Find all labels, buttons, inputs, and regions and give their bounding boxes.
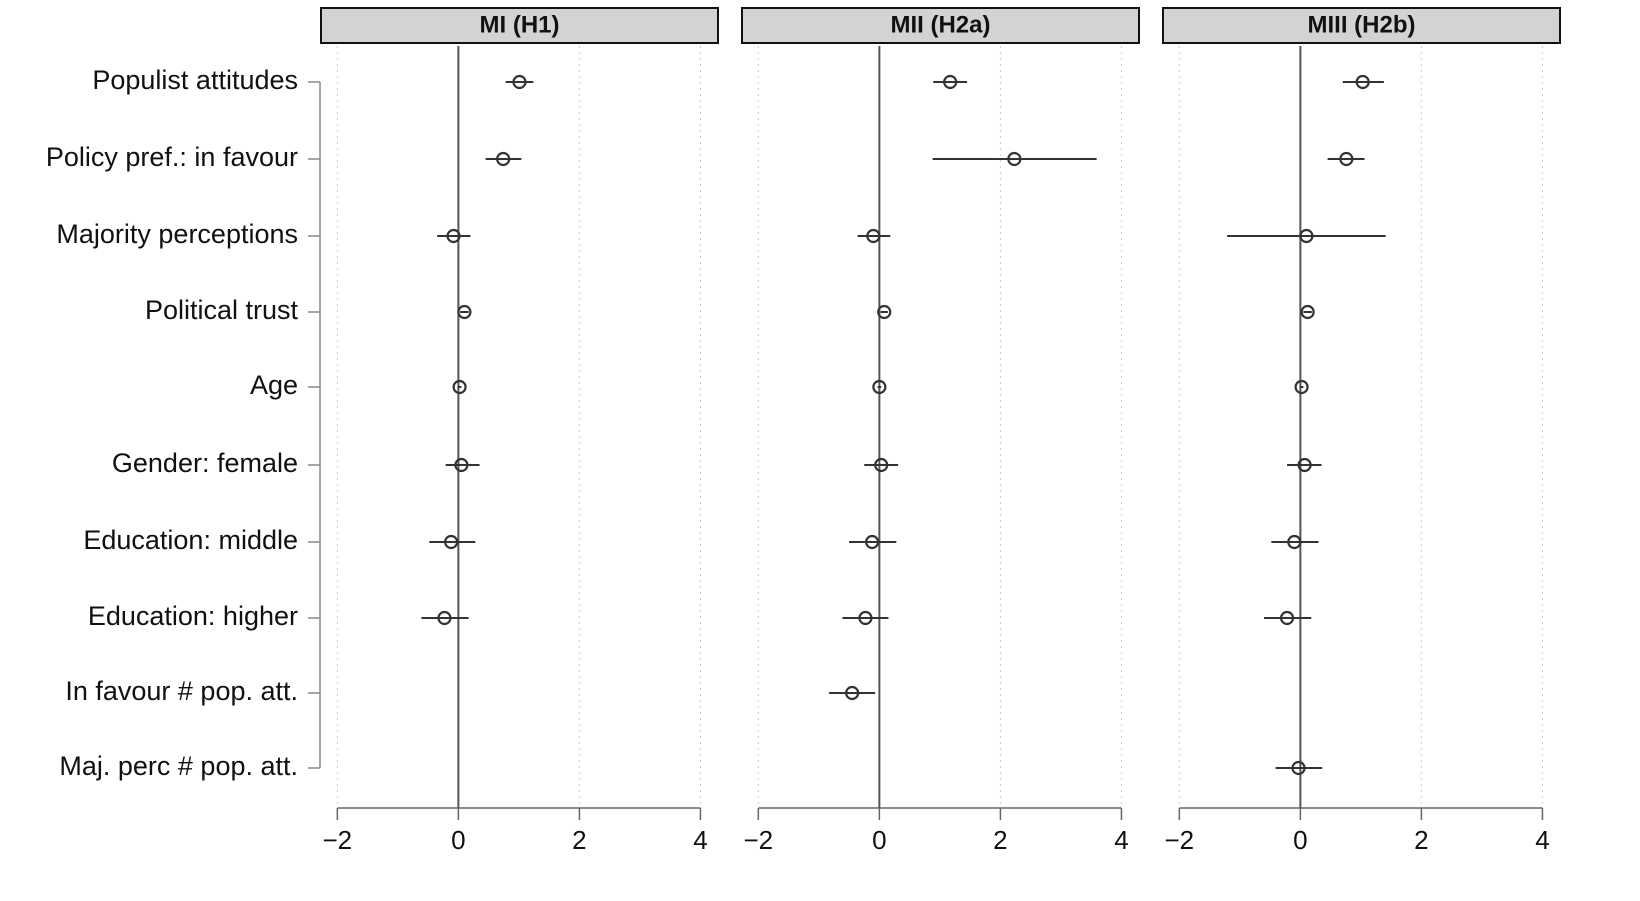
x-tick-label: 2 bbox=[572, 825, 586, 855]
point bbox=[1299, 228, 1314, 244]
y-tick-label: Majority perceptions bbox=[56, 219, 298, 249]
y-tick-label: Age bbox=[250, 370, 298, 400]
x-tick-label: 4 bbox=[693, 825, 707, 855]
point bbox=[1339, 151, 1354, 167]
y-tick-label: Populist attitudes bbox=[92, 65, 298, 95]
point bbox=[1287, 534, 1302, 550]
point bbox=[943, 74, 958, 90]
panel-header bbox=[741, 7, 1140, 44]
point bbox=[866, 228, 881, 244]
panel-header bbox=[1162, 7, 1561, 44]
point bbox=[874, 457, 889, 473]
point bbox=[1007, 151, 1022, 167]
y-tick-label: Education: higher bbox=[88, 601, 298, 631]
point bbox=[454, 457, 469, 473]
x-tick-label: −2 bbox=[323, 825, 353, 855]
panel-title: MIII (H2b) bbox=[1308, 11, 1416, 38]
point bbox=[437, 610, 452, 626]
point bbox=[446, 228, 461, 244]
point bbox=[858, 610, 873, 626]
point bbox=[877, 304, 892, 320]
x-tick-label: 4 bbox=[1114, 825, 1128, 855]
point bbox=[512, 74, 527, 90]
y-tick-label: Education: middle bbox=[83, 525, 298, 555]
x-tick-label: −2 bbox=[1165, 825, 1195, 855]
y-tick-label: Policy pref.: in favour bbox=[46, 142, 298, 172]
point bbox=[1300, 304, 1315, 320]
point bbox=[452, 379, 467, 395]
point bbox=[444, 534, 459, 550]
point bbox=[872, 379, 887, 395]
x-tick-label: 0 bbox=[872, 825, 886, 855]
y-tick-label: Gender: female bbox=[112, 448, 298, 478]
point bbox=[1279, 610, 1295, 626]
panel-header bbox=[320, 7, 719, 44]
y-tick-label: Political trust bbox=[145, 295, 299, 325]
point bbox=[1355, 74, 1370, 90]
point bbox=[845, 685, 860, 701]
panel-title: MI (H1) bbox=[480, 11, 560, 38]
x-tick-label: −2 bbox=[744, 825, 774, 855]
x-tick-label: 2 bbox=[993, 825, 1007, 855]
point bbox=[865, 534, 880, 550]
x-tick-label: 0 bbox=[1293, 825, 1307, 855]
x-tick-label: 4 bbox=[1535, 825, 1549, 855]
point bbox=[457, 304, 472, 320]
point bbox=[1297, 457, 1312, 473]
point bbox=[496, 151, 511, 167]
x-tick-label: 0 bbox=[451, 825, 465, 855]
y-tick-label: Maj. perc # pop. att. bbox=[59, 751, 298, 781]
point bbox=[1294, 379, 1309, 395]
x-tick-label: 2 bbox=[1414, 825, 1428, 855]
y-tick-label: In favour # pop. att. bbox=[65, 676, 298, 706]
point bbox=[1291, 760, 1306, 776]
panel-title: MII (H2a) bbox=[890, 11, 990, 38]
